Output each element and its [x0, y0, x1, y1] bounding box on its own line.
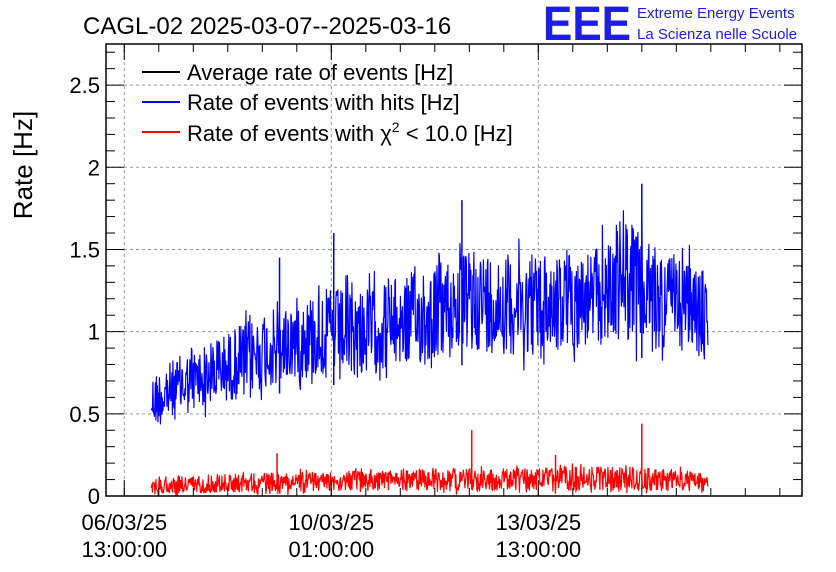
legend-chi2-symbol: χ	[380, 121, 392, 146]
legend-label-chi2: Rate of events with χ2 < 10.0 [Hz]	[187, 119, 513, 146]
chi2-series-line	[150, 463, 709, 497]
y-tick-label: 0.5	[69, 402, 100, 427]
eee-logo-line2: La Scienza nelle Scuole	[637, 26, 797, 43]
legend-label-average: Average rate of events [Hz]	[187, 60, 453, 85]
eee-logo: EEE Extreme Energy Events La Scienza nel…	[543, 0, 797, 51]
y-tick-label: 2.5	[69, 73, 100, 98]
axes: 00.511.522.506/03/2513:00:0010/03/2501:0…	[69, 44, 802, 562]
y-axis-title: Rate [Hz]	[8, 111, 38, 219]
y-tick-label: 1	[88, 320, 100, 345]
plot-area	[150, 183, 709, 497]
y-tick-label: 2	[88, 155, 100, 180]
x-tick-label-date: 10/03/25	[288, 510, 374, 535]
y-tick-label: 1.5	[69, 237, 100, 262]
legend-chi2-suffix: < 10.0 [Hz]	[400, 121, 513, 146]
grid	[106, 44, 802, 496]
x-tick-label-time: 13:00:00	[81, 537, 167, 562]
plot-frame	[105, 43, 803, 497]
x-tick-label-date: 06/03/25	[81, 510, 167, 535]
legend-chi2-sup: 2	[392, 119, 400, 135]
chart-title: CAGL-02 2025-03-07--2025-03-16	[83, 13, 451, 40]
y-tick-label: 0	[88, 484, 100, 509]
legend: Average rate of events [Hz] Rate of even…	[142, 60, 513, 146]
legend-label-hits: Rate of events with hits [Hz]	[187, 90, 460, 115]
hits-series-line	[150, 210, 709, 425]
legend-chi2-prefix: Rate of events with	[187, 121, 380, 146]
eee-logo-mark: EEE	[543, 0, 631, 51]
x-tick-label-date: 13/03/25	[495, 510, 581, 535]
x-tick-label-time: 13:00:00	[495, 537, 581, 562]
x-tick-label-time: 01:00:00	[288, 537, 374, 562]
eee-logo-line1: Extreme Energy Events	[637, 5, 795, 22]
